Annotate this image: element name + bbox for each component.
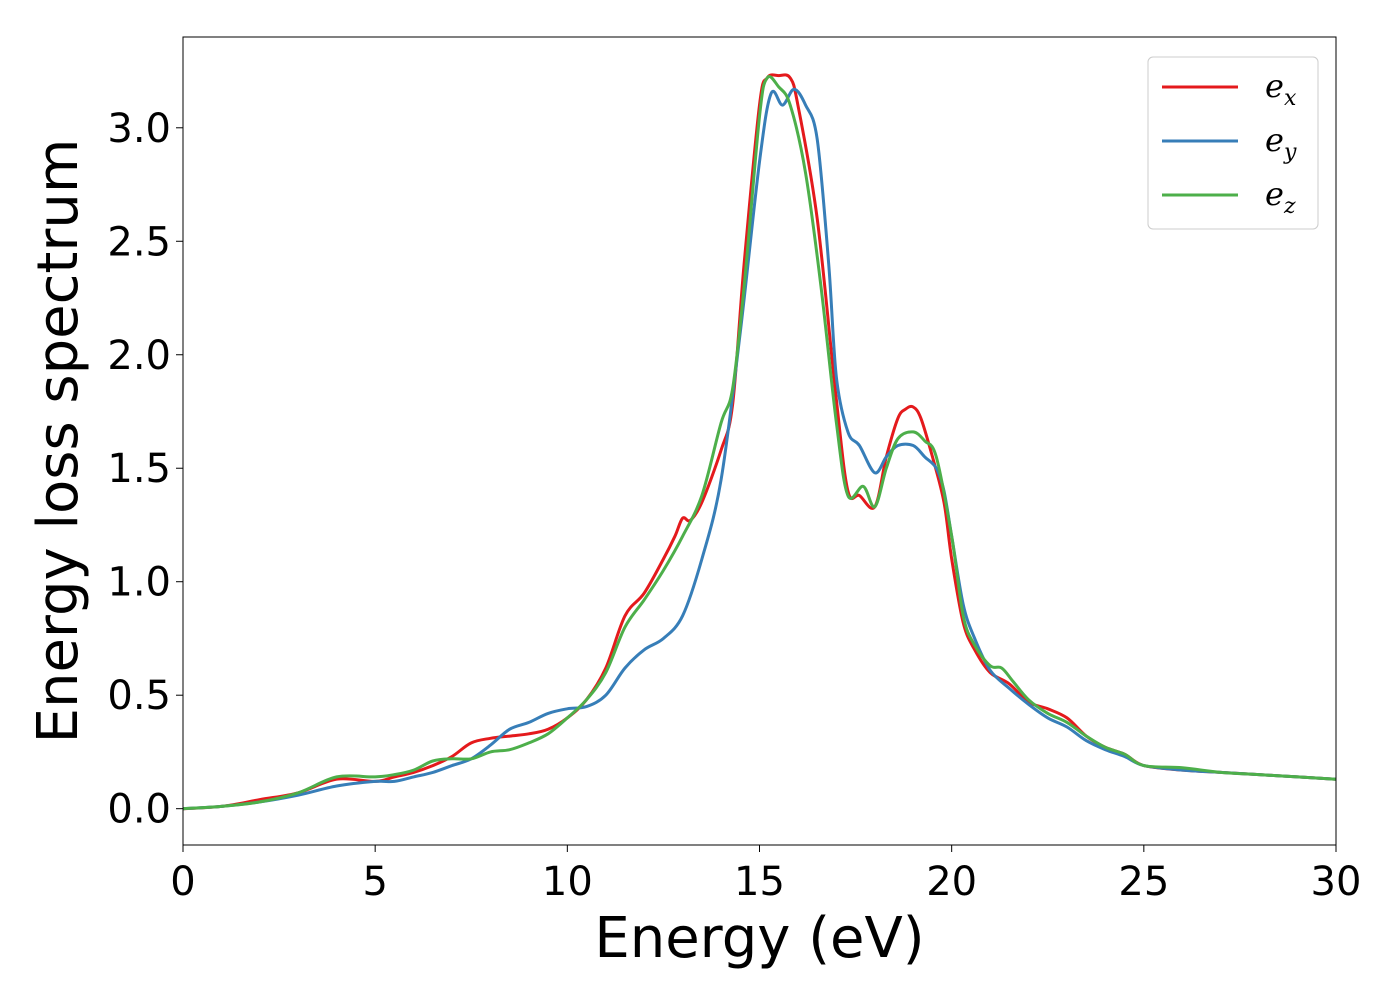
y-tick-label: 1.0 (107, 560, 171, 606)
series-line-z (182, 75, 1337, 811)
x-axis-ticks: 0 5 10 15 20 25 30 (170, 845, 1361, 905)
x-tick-label: 10 (542, 859, 593, 905)
y-tick-label: 1.5 (107, 446, 171, 492)
legend-box (1147, 56, 1319, 230)
y-axis-label: Energy loss spectrum (26, 139, 91, 744)
y-tick-label: 0.5 (107, 673, 171, 719)
series-group (182, 73, 1337, 811)
y-tick-label: 2.0 (107, 333, 171, 379)
y-tick-label: 2.5 (107, 219, 171, 265)
x-tick-label: 30 (1311, 859, 1362, 905)
y-tick-label: 3.0 (107, 106, 171, 152)
x-tick-label: 20 (926, 859, 977, 905)
y-axis-ticks: 0.0 0.5 1.0 1.5 2.0 2.5 3.0 (107, 106, 183, 833)
x-tick-label: 25 (1118, 859, 1169, 905)
y-tick-label: 0.0 (107, 787, 171, 833)
legend-label-z: ez (1265, 175, 1296, 219)
x-tick-label: 5 (362, 859, 387, 905)
x-tick-label: 15 (734, 859, 785, 905)
x-tick-label: 0 (170, 859, 195, 905)
x-axis-label: Energy (eV) (594, 906, 924, 971)
